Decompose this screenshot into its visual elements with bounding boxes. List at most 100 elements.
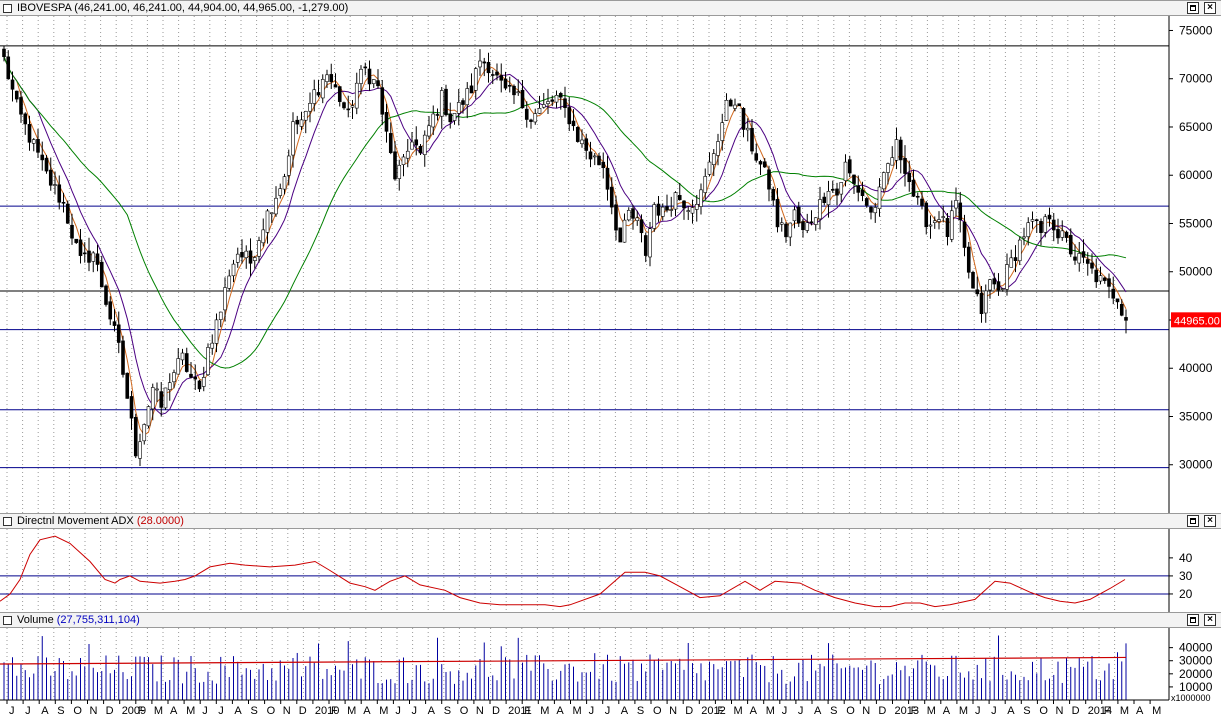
candle-body (1111, 288, 1116, 299)
candle-body (74, 238, 79, 243)
candle-body (924, 202, 929, 228)
maximize-pane-icon[interactable] (1187, 614, 1199, 626)
maximize-pane-icon[interactable] (1187, 515, 1199, 527)
candle-body (78, 239, 83, 256)
candle-body (894, 139, 899, 161)
x-tick-label: J (605, 705, 611, 717)
price-pane-title: IBOVESPA (46,241.00, 46,241.00, 44,904.0… (17, 2, 348, 14)
candle-body (512, 85, 516, 96)
close-pane-icon[interactable]: × (1204, 614, 1216, 626)
candle-body (1043, 216, 1048, 233)
x-tick-label: 2010 (315, 705, 339, 717)
volume-pane-title: Volume (27,755,311,104) (17, 614, 140, 626)
x-tick-label: M (1120, 705, 1129, 717)
close-pane-icon[interactable]: × (1204, 2, 1216, 14)
x-tick-label: N (862, 705, 870, 717)
x-tick-label: S (251, 705, 258, 717)
candle-body (996, 281, 1001, 291)
candle-body (248, 250, 253, 264)
x-tick-label: J (9, 705, 15, 717)
candle-body (745, 127, 750, 131)
x-tick-label: O (73, 705, 82, 717)
candle-body (1102, 277, 1107, 281)
candle-body (418, 145, 423, 154)
candle-body (1085, 259, 1090, 264)
candle-body (31, 139, 36, 144)
candle-body (533, 113, 538, 123)
candle-body (818, 199, 822, 220)
candle-body (881, 172, 886, 190)
candle-body (125, 372, 130, 399)
x-tick-label: A (363, 705, 371, 717)
candle-body (779, 222, 784, 225)
candle-body (473, 68, 478, 91)
candle-body (6, 56, 11, 80)
x-tick-label: S (830, 705, 837, 717)
candle-body (303, 110, 308, 121)
candle-body (703, 176, 708, 193)
x-tick-label: J (589, 705, 595, 717)
x-tick-label: D (878, 705, 886, 717)
candle-body (575, 126, 580, 142)
candle-body (503, 78, 508, 89)
candle-body (796, 206, 801, 224)
close-pane-icon[interactable]: × (1204, 515, 1216, 527)
candle-body (1107, 278, 1111, 287)
pane-menu-icon[interactable] (3, 517, 12, 526)
candle-body (325, 74, 329, 82)
candle-body (278, 188, 283, 196)
candle-body (567, 107, 572, 125)
maximize-pane-icon[interactable] (1187, 2, 1199, 14)
candle-body (750, 127, 754, 152)
candle-body (864, 198, 869, 206)
candle-body (1081, 251, 1086, 258)
candle-body (588, 151, 593, 160)
candle-body (847, 159, 852, 174)
candle-body (350, 105, 355, 108)
candle-body (456, 102, 461, 114)
x-tick-label: A (750, 705, 758, 717)
candle-body (40, 154, 45, 161)
candle-body (150, 387, 155, 410)
candle-body (104, 285, 108, 305)
candle-body (890, 157, 895, 166)
candle-body (82, 252, 87, 255)
x-tick-label: O (460, 705, 469, 717)
candle-body (792, 209, 797, 222)
candle-body (206, 347, 210, 376)
candle-body (775, 199, 780, 228)
pane-menu-icon[interactable] (3, 616, 12, 625)
candle-body (631, 208, 635, 219)
price-pane: IBOVESPA (46,241.00, 46,241.00, 44,904.0… (0, 0, 1221, 513)
candle-body (193, 376, 198, 380)
candle-body (490, 74, 495, 76)
candle-body (57, 184, 62, 203)
candle-body (1073, 256, 1077, 261)
candle-body (167, 382, 172, 391)
x-tick-label: D (299, 705, 307, 717)
x-tick-label: J (991, 705, 997, 717)
volume-tick-label: 10000 (1179, 680, 1213, 694)
candle-body (133, 417, 138, 457)
candle-body (210, 342, 215, 349)
candle-body (1039, 221, 1043, 233)
price-pane-titlebar: IBOVESPA (46,241.00, 46,241.00, 44,904.0… (0, 0, 1221, 16)
candle-body (839, 182, 844, 195)
x-tick-label: S (444, 705, 451, 717)
candle-body (758, 161, 763, 165)
candle-body (121, 340, 125, 375)
candle-body (826, 191, 831, 206)
candle-body (584, 138, 589, 151)
candle-body (410, 141, 414, 150)
x-tick-label: S (1023, 705, 1030, 717)
candle-body (235, 253, 240, 263)
candle-body (367, 68, 372, 85)
adx-tick-label: 20 (1179, 587, 1193, 601)
candle-body (320, 79, 325, 99)
candle-body (601, 161, 606, 169)
pane-menu-icon[interactable] (3, 4, 12, 13)
candle-body (694, 203, 699, 210)
candle-body (299, 119, 304, 127)
price-tick-label: 30000 (1179, 458, 1213, 472)
candle-body (805, 222, 810, 231)
